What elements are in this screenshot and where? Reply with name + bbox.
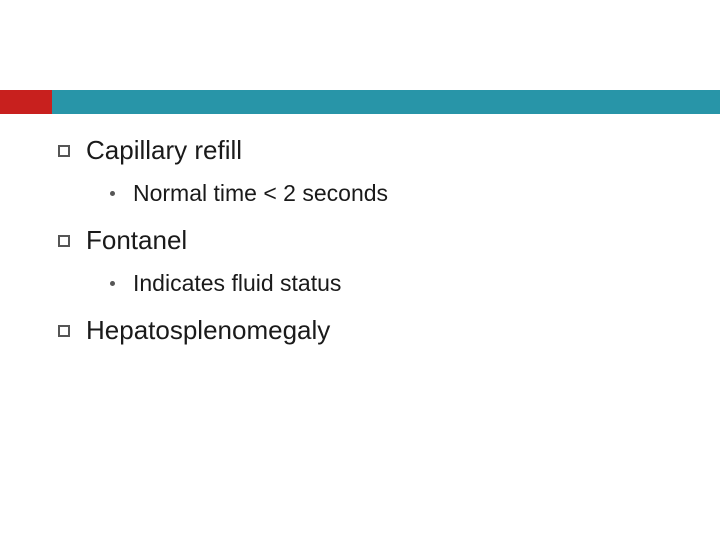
sublist-item-text: Indicates fluid status xyxy=(133,270,341,297)
sublist-item-text: Normal time < 2 seconds xyxy=(133,180,388,207)
list-item-row: Fontanel xyxy=(58,225,680,256)
list-item-row: Capillary refill xyxy=(58,135,680,166)
list-item: Hepatosplenomegaly xyxy=(58,315,680,346)
list-item-text: Fontanel xyxy=(86,225,187,256)
list-item-row: Hepatosplenomegaly xyxy=(58,315,680,346)
header-band xyxy=(0,90,720,114)
list-item: Fontanel Indicates fluid status xyxy=(58,225,680,297)
sublist-item: Indicates fluid status xyxy=(110,270,680,297)
slide-content: Capillary refill Normal time < 2 seconds… xyxy=(58,135,680,364)
square-bullet-icon xyxy=(58,145,70,157)
sublist-item: Normal time < 2 seconds xyxy=(110,180,680,207)
band-red-accent xyxy=(0,90,52,114)
dot-bullet-icon xyxy=(110,191,115,196)
band-teal-accent xyxy=(52,90,720,114)
square-bullet-icon xyxy=(58,325,70,337)
list-item-text: Capillary refill xyxy=(86,135,242,166)
list-item-text: Hepatosplenomegaly xyxy=(86,315,330,346)
dot-bullet-icon xyxy=(110,281,115,286)
list-item: Capillary refill Normal time < 2 seconds xyxy=(58,135,680,207)
square-bullet-icon xyxy=(58,235,70,247)
